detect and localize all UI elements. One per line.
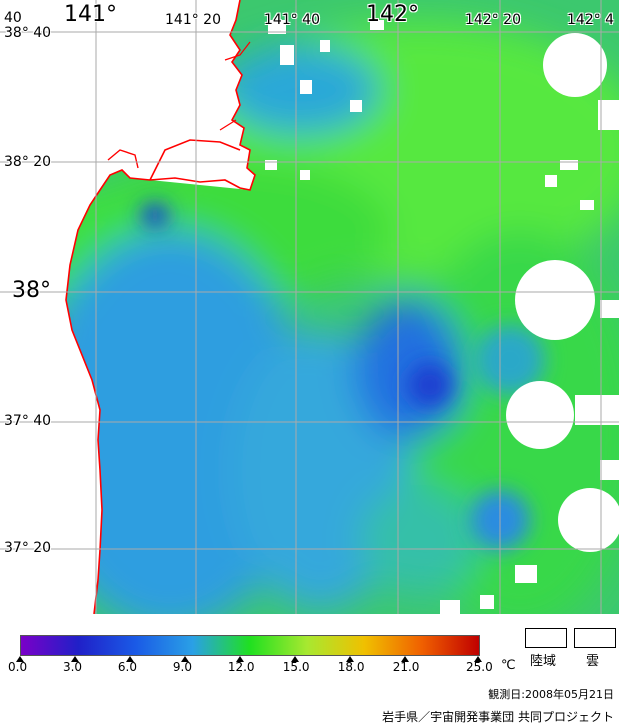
sst-field xyxy=(0,0,619,614)
graticule xyxy=(0,0,619,614)
observation-date: 観測日:2008年05月21日 xyxy=(488,688,614,701)
legend-tick-label: 6.0 xyxy=(117,660,137,674)
legend-tick-label: 0.0 xyxy=(8,660,28,674)
legend-tick-mark xyxy=(16,656,24,662)
longitude-label: 142° xyxy=(366,2,419,27)
sea-surface-temperature-map: 40 141° 141° 20 141° 40 142° 142° 20 142… xyxy=(0,0,619,614)
legend-tick-mark xyxy=(125,656,134,662)
legend-tick-mark xyxy=(474,656,482,662)
latitude-label: 38° xyxy=(12,278,51,303)
latitude-label: 38° 20 xyxy=(4,154,52,170)
legend-tick-label: 25.0 xyxy=(466,660,493,674)
legend-tick-label: 9.0 xyxy=(172,660,192,674)
longitude-label: 141° xyxy=(64,2,117,27)
legend-tick-label: 18.0 xyxy=(337,660,365,674)
cloud-swatch xyxy=(574,628,616,648)
latitude-label: 37° 40 xyxy=(4,413,52,429)
color-scale-bar xyxy=(20,635,480,656)
latitude-label: 37° 20 xyxy=(4,540,52,556)
map-canvas xyxy=(0,0,619,614)
longitude-label: 141° 20 xyxy=(165,12,221,28)
legend-tick-mark xyxy=(180,656,189,662)
legend-tick-label: 12.0 xyxy=(227,660,255,674)
land-label: 陸域 xyxy=(530,654,557,669)
legend-tick-mark xyxy=(235,656,244,662)
longitude-label: 142° 20 xyxy=(465,12,521,28)
land-swatch xyxy=(525,628,567,648)
longitude-label: 141° 40 xyxy=(264,12,320,28)
unit-label: ℃ xyxy=(501,658,516,673)
land-mass xyxy=(0,0,256,614)
legend-tick-label: 3.0 xyxy=(62,660,83,674)
legend-tick-label: 21.0 xyxy=(392,660,420,674)
credit-text: 岩手県／宇宙開発事業団 共同プロジェクト xyxy=(382,710,614,724)
latitude-label: 38° 40 xyxy=(4,25,52,41)
legend-tick-mark xyxy=(345,656,354,662)
cloud-patches xyxy=(265,20,619,614)
legend-tick-mark xyxy=(400,656,409,662)
longitude-label: 40 xyxy=(4,10,22,26)
cloud-label: 雲 xyxy=(586,654,600,669)
longitude-label: 142° 4 xyxy=(567,12,615,28)
legend-tick-label: 15.0 xyxy=(282,660,310,674)
legend-tick-mark xyxy=(290,656,299,662)
legend-tick-mark xyxy=(70,656,79,662)
